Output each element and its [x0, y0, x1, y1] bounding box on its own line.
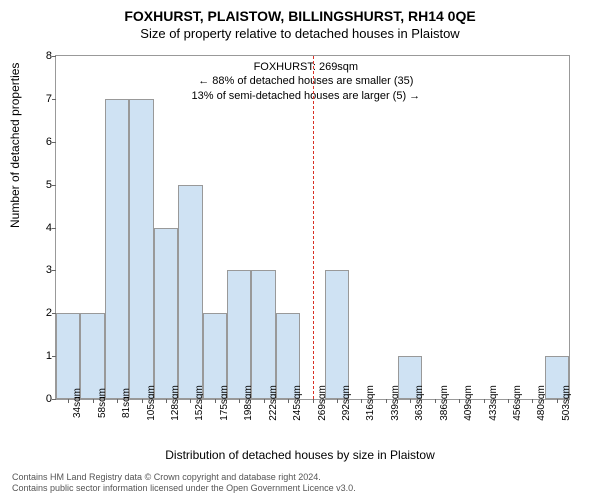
- x-tick-mark: [142, 399, 143, 403]
- histogram-bar: [129, 99, 153, 399]
- x-tick-mark: [117, 399, 118, 403]
- x-tick-mark: [557, 399, 558, 403]
- annotation-line1: FOXHURST: 269sqm: [192, 60, 421, 74]
- histogram-bar: [56, 313, 80, 399]
- x-tick-mark: [264, 399, 265, 403]
- chart-title: FOXHURST, PLAISTOW, BILLINGSHURST, RH14 …: [0, 0, 600, 24]
- x-tick-label: 363sqm: [414, 385, 425, 421]
- x-tick-label: 433sqm: [488, 385, 499, 421]
- x-tick-label: 245sqm: [292, 385, 303, 421]
- x-tick-mark: [361, 399, 362, 403]
- x-tick-mark: [313, 399, 314, 403]
- y-tick-mark: [52, 270, 56, 271]
- histogram-bar: [80, 313, 104, 399]
- histogram-bar: [105, 99, 129, 399]
- x-tick-mark: [93, 399, 94, 403]
- x-tick-label: 456sqm: [512, 385, 523, 421]
- y-tick-mark: [52, 142, 56, 143]
- x-tick-mark: [337, 399, 338, 403]
- x-tick-mark: [288, 399, 289, 403]
- x-tick-mark: [190, 399, 191, 403]
- x-tick-label: 316sqm: [365, 385, 376, 421]
- x-tick-mark: [68, 399, 69, 403]
- y-tick-mark: [52, 228, 56, 229]
- x-tick-mark: [410, 399, 411, 403]
- chart-subtitle: Size of property relative to detached ho…: [0, 24, 600, 41]
- attribution-text: Contains HM Land Registry data © Crown c…: [12, 472, 356, 494]
- x-axis-label: Distribution of detached houses by size …: [0, 448, 600, 462]
- x-tick-label: 386sqm: [439, 385, 450, 421]
- x-tick-label: 409sqm: [463, 385, 474, 421]
- x-tick-mark: [435, 399, 436, 403]
- histogram-bar: [178, 185, 202, 399]
- x-tick-mark: [386, 399, 387, 403]
- y-tick-mark: [52, 399, 56, 400]
- chart-plot-area: FOXHURST: 269sqm ← 88% of detached house…: [55, 55, 570, 400]
- histogram-bar: [325, 270, 349, 399]
- annotation-line3: 13% of semi-detached houses are larger (…: [192, 89, 421, 103]
- y-axis-label: Number of detached properties: [8, 63, 22, 228]
- y-tick-mark: [52, 56, 56, 57]
- marker-line: [313, 56, 314, 399]
- x-tick-label: 292sqm: [341, 385, 352, 421]
- histogram-bar: [227, 270, 251, 399]
- x-tick-label: 503sqm: [561, 385, 572, 421]
- x-tick-mark: [484, 399, 485, 403]
- x-tick-mark: [459, 399, 460, 403]
- histogram-bar: [251, 270, 275, 399]
- histogram-bar: [154, 228, 178, 400]
- x-tick-mark: [532, 399, 533, 403]
- x-tick-mark: [215, 399, 216, 403]
- y-tick-mark: [52, 185, 56, 186]
- attribution-line1: Contains HM Land Registry data © Crown c…: [12, 472, 356, 483]
- x-tick-mark: [239, 399, 240, 403]
- marker-annotation: FOXHURST: 269sqm ← 88% of detached house…: [188, 58, 425, 105]
- x-tick-mark: [508, 399, 509, 403]
- x-tick-mark: [166, 399, 167, 403]
- annotation-line2: ← 88% of detached houses are smaller (35…: [192, 74, 421, 88]
- y-tick-mark: [52, 99, 56, 100]
- attribution-line2: Contains public sector information licen…: [12, 483, 356, 494]
